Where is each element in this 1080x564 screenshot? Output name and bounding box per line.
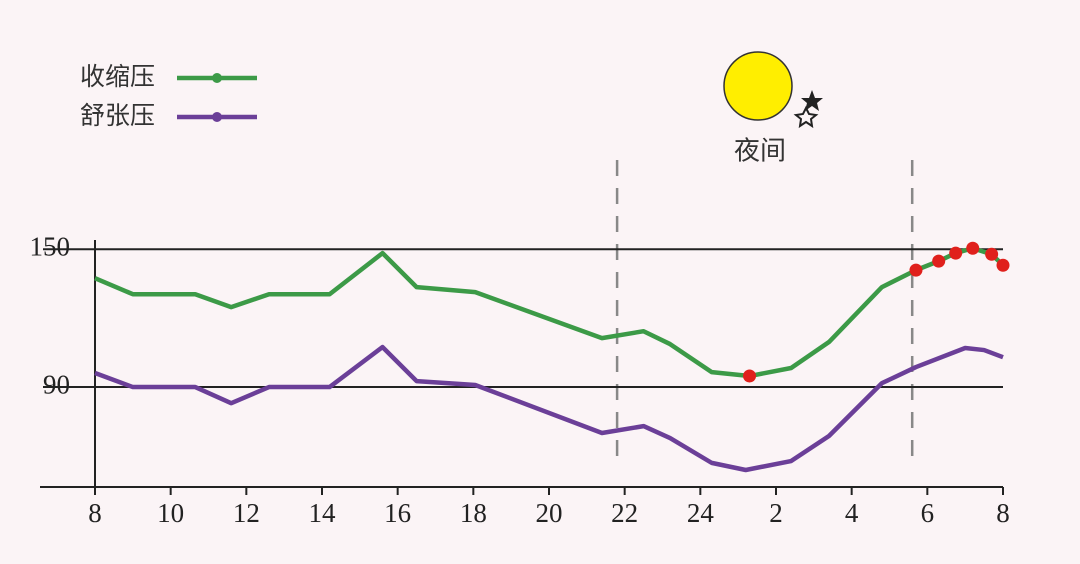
highlight-point: [743, 369, 757, 383]
legend-label: 收缩压: [80, 62, 155, 91]
legend-dot: [212, 73, 222, 83]
x-tick-label: 10: [157, 498, 184, 528]
x-tick-label: 22: [611, 498, 638, 528]
x-tick-label: 16: [384, 498, 411, 528]
x-tick-label: 18: [460, 498, 487, 528]
x-tick-label: 20: [536, 498, 563, 528]
annotation: 夜间: [734, 137, 786, 167]
x-tick-label: 2: [769, 498, 783, 528]
highlight-point: [932, 254, 946, 268]
series-line: [94, 344, 1004, 473]
highlight-point: [949, 246, 963, 260]
x-tick-label: 8: [88, 498, 102, 528]
highlight-point: [909, 263, 923, 277]
x-tick-label: 4: [845, 498, 859, 528]
x-tick-label: 8: [996, 498, 1010, 528]
sun: [723, 51, 823, 129]
x-tick-label: 6: [921, 498, 935, 528]
x-tick-label: 24: [687, 498, 715, 528]
y-tick-label: 90: [43, 369, 70, 399]
x-tick-label: 12: [233, 498, 260, 528]
legend-label: 舒张压: [80, 101, 155, 130]
highlight-point: [966, 241, 980, 255]
x-tick-label: 14: [309, 498, 337, 528]
y-tick-label: 150: [30, 231, 71, 261]
highlight-point: [996, 258, 1010, 272]
highlight-point: [985, 247, 999, 261]
legend-dot: [212, 112, 222, 122]
